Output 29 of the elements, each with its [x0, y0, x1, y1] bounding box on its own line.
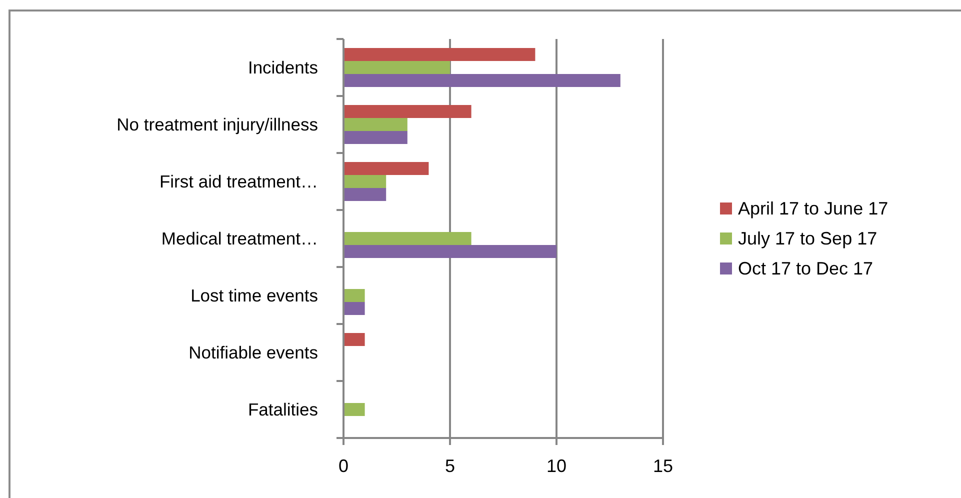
y-tick-label: First aid treatment… [159, 172, 318, 192]
bar [344, 118, 408, 131]
bar [344, 162, 429, 175]
y-tick-label: Medical treatment… [161, 228, 318, 248]
bar [344, 289, 365, 302]
bar [344, 245, 556, 258]
bar [344, 175, 386, 188]
bar [344, 232, 472, 245]
y-tick-label: Notifiable events [188, 342, 318, 362]
y-tick-label: No treatment injury/illness [116, 114, 318, 134]
bar [344, 333, 365, 346]
y-tick-label: Fatalities [248, 400, 318, 420]
bar [344, 105, 472, 118]
x-tick-label: 0 [338, 456, 349, 476]
bar [344, 188, 386, 201]
legend-label: July 17 to Sep 17 [738, 228, 878, 248]
x-tick-label: 5 [444, 456, 456, 476]
legend-label: April 17 to June 17 [738, 198, 888, 218]
x-tick-label: 10 [546, 456, 567, 476]
bar [344, 74, 620, 87]
bar [344, 403, 365, 416]
bar [344, 61, 450, 74]
bar [344, 48, 536, 61]
y-tick-label: Lost time events [190, 286, 318, 306]
y-tick-label: Incidents [248, 58, 318, 78]
legend-label: Oct 17 to Dec 17 [738, 258, 874, 278]
x-tick-label: 15 [652, 456, 674, 476]
bar [344, 302, 365, 315]
bar [344, 131, 408, 144]
